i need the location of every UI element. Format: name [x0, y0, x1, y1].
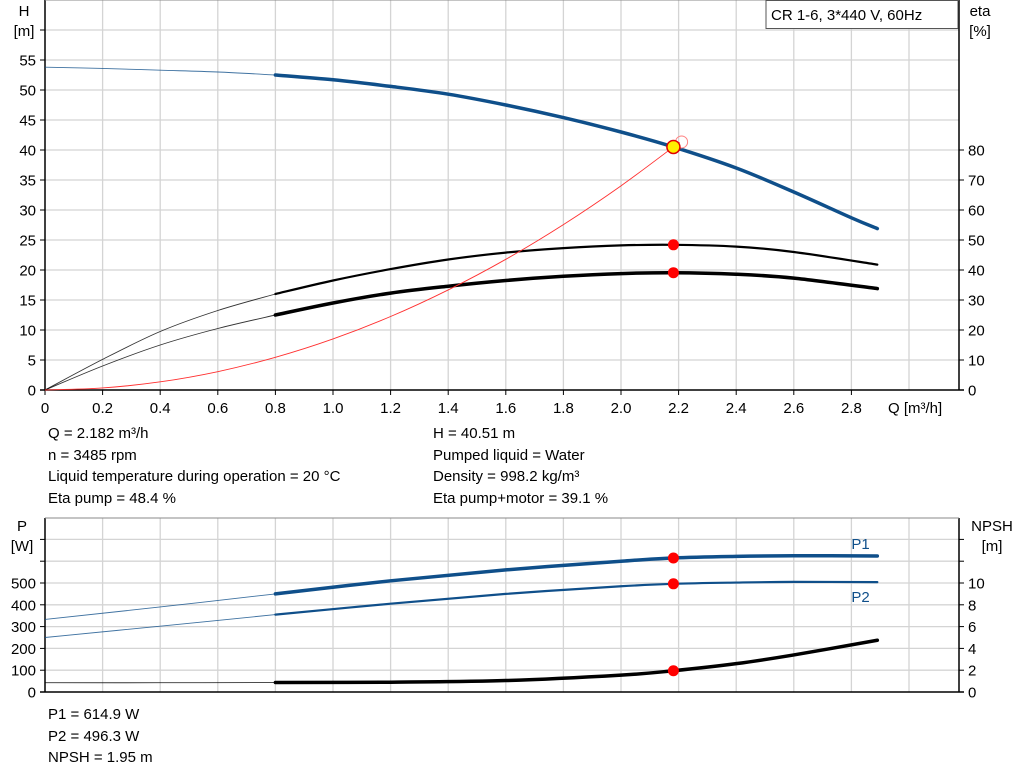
power-right-tick-label: 4 — [968, 641, 976, 658]
power-left-tick-label: 0 — [28, 685, 36, 702]
head-right-tick-label: 60 — [968, 203, 985, 220]
info-flow: Q = 2.182 m³/h — [48, 425, 149, 442]
power-duty-point-marker — [667, 552, 679, 564]
power-right-tick-label: 0 — [968, 685, 976, 702]
head-right-tick-label: 0 — [968, 383, 976, 400]
info-pumped-liquid: Pumped liquid = Water — [433, 446, 585, 464]
power-right-tick-label: 6 — [968, 619, 976, 636]
head-left-tick-label: 40 — [19, 143, 36, 160]
head-x-tick-label: 0 — [41, 400, 49, 417]
head-right-tick-label: 10 — [968, 353, 985, 370]
info-eta-pump-motor: Eta pump+motor = 39.1 % — [433, 489, 609, 507]
power-left-tick-label: 300 — [11, 619, 36, 636]
head-x-tick-label: 0.2 — [92, 400, 113, 417]
head-left-axis-label: [m] — [14, 23, 35, 40]
head-series-system-curve — [44, 141, 680, 391]
info-eta-pump: Eta pump = 48.4 % — [48, 489, 176, 507]
power-right-axis-label: [m] — [982, 538, 1003, 555]
head-right-tick-label: 70 — [968, 173, 985, 190]
power-series-p2-label: P2 — [851, 589, 869, 606]
head-left-tick-label: 35 — [19, 173, 36, 190]
head-x-tick-label: 2.4 — [726, 400, 747, 417]
head-series-h-thin — [44, 66, 276, 76]
power-duty-point-marker — [667, 665, 679, 677]
head-x-tick-label: 0.8 — [265, 400, 286, 417]
head-x-tick-label: 1.2 — [380, 400, 401, 417]
head-series-eta-pump-thin — [44, 293, 276, 391]
power-left-tick-label: 400 — [11, 597, 36, 614]
info-head: H = 40.51 m — [433, 425, 516, 442]
duty-point-marker — [666, 139, 681, 155]
info-p1: P1 = 614.9 W — [48, 706, 140, 723]
head-series-eta-pump-motor-thin — [44, 314, 276, 391]
power-right-tick-label: 2 — [968, 663, 976, 680]
power-right-axis-label: NPSH — [971, 518, 1013, 535]
power-series-p2-thin — [44, 614, 276, 638]
head-right-axis-label: eta — [970, 3, 992, 20]
head-left-tick-label: 15 — [19, 293, 36, 310]
legend-box — [765, 0, 959, 29]
head-series-eta-pump — [274, 243, 879, 296]
info-bottom: P1 = 614.9 W P2 = 496.3 W NPSH = 1.95 m — [48, 704, 153, 769]
head-right-tick-label: 20 — [968, 323, 985, 340]
head-right-axis-label: [%] — [969, 23, 991, 40]
info-npsh: NPSH = 1.95 m — [48, 749, 153, 766]
head-left-tick-label: 0 — [28, 383, 36, 400]
power-left-tick-label: 100 — [11, 663, 36, 680]
head-x-tick-label: 1.4 — [438, 400, 459, 417]
head-left-tick-label: 30 — [19, 203, 36, 220]
power-right-tick-label: 8 — [968, 597, 976, 614]
info-speed: n = 3485 rpm — [48, 446, 137, 464]
head-x-tick-label: 2.8 — [841, 400, 862, 417]
power-left-tick-label: 500 — [11, 576, 36, 593]
info-top-left: Q = 2.182 m³/h n = 3485 rpm Liquid tempe… — [48, 423, 340, 509]
head-right-tick-label: 50 — [968, 233, 985, 250]
power-duty-point-marker — [667, 578, 679, 590]
head-duty-point-marker — [667, 239, 679, 251]
power-series-npsh — [273, 638, 880, 685]
head-left-tick-label: 50 — [19, 83, 36, 100]
info-density: Density = 998.2 kg/m³ — [433, 468, 580, 485]
head-left-tick-label: 10 — [19, 323, 36, 340]
head-left-tick-label: 25 — [19, 233, 36, 250]
power-series-p1-label: P1 — [851, 536, 869, 553]
info-top-right: H = 40.51 m Pumped liquid = Water Densit… — [433, 423, 608, 509]
power-series-p2 — [274, 580, 879, 616]
head-left-tick-label: 20 — [19, 263, 36, 280]
power-left-tick-label: 200 — [11, 641, 36, 658]
power-series-p1 — [273, 553, 880, 596]
head-x-tick-label: 2.6 — [783, 400, 804, 417]
head-x-tick-label: 2.0 — [611, 400, 632, 417]
head-x-tick-label: 1.6 — [495, 400, 516, 417]
info-liquid-temp: Liquid temperature during operation = 20… — [48, 468, 341, 485]
head-series-h — [273, 73, 880, 231]
power-series-p1-thin — [44, 593, 276, 620]
head-series-eta-pump-motor — [273, 270, 880, 317]
head-duty-point-marker — [667, 267, 679, 279]
legend-box-text: CR 1-6, 3*440 V, 60Hz — [771, 7, 922, 24]
power-left-axis-label: P — [17, 518, 27, 535]
head-right-tick-label: 40 — [968, 263, 985, 280]
head-right-tick-label: 80 — [968, 143, 985, 160]
head-left-tick-label: 5 — [28, 353, 36, 370]
head-left-tick-label: 55 — [19, 53, 36, 70]
head-left-tick-label: 45 — [19, 113, 36, 130]
power-left-axis-label: [W] — [11, 538, 34, 555]
head-x-tick-label: 2.2 — [668, 400, 689, 417]
head-left-axis-label: H — [19, 3, 30, 20]
info-p2: P2 = 496.3 W — [48, 727, 140, 745]
head-x-tick-label: 0.4 — [150, 400, 171, 417]
head-x-axis-label: Q [m³/h] — [888, 400, 942, 417]
head-x-tick-label: 0.6 — [207, 400, 228, 417]
head-x-tick-label: 1.0 — [323, 400, 344, 417]
head-x-tick-label: 1.8 — [553, 400, 574, 417]
head-right-tick-label: 30 — [968, 293, 985, 310]
power-right-tick-label: 10 — [968, 576, 985, 593]
